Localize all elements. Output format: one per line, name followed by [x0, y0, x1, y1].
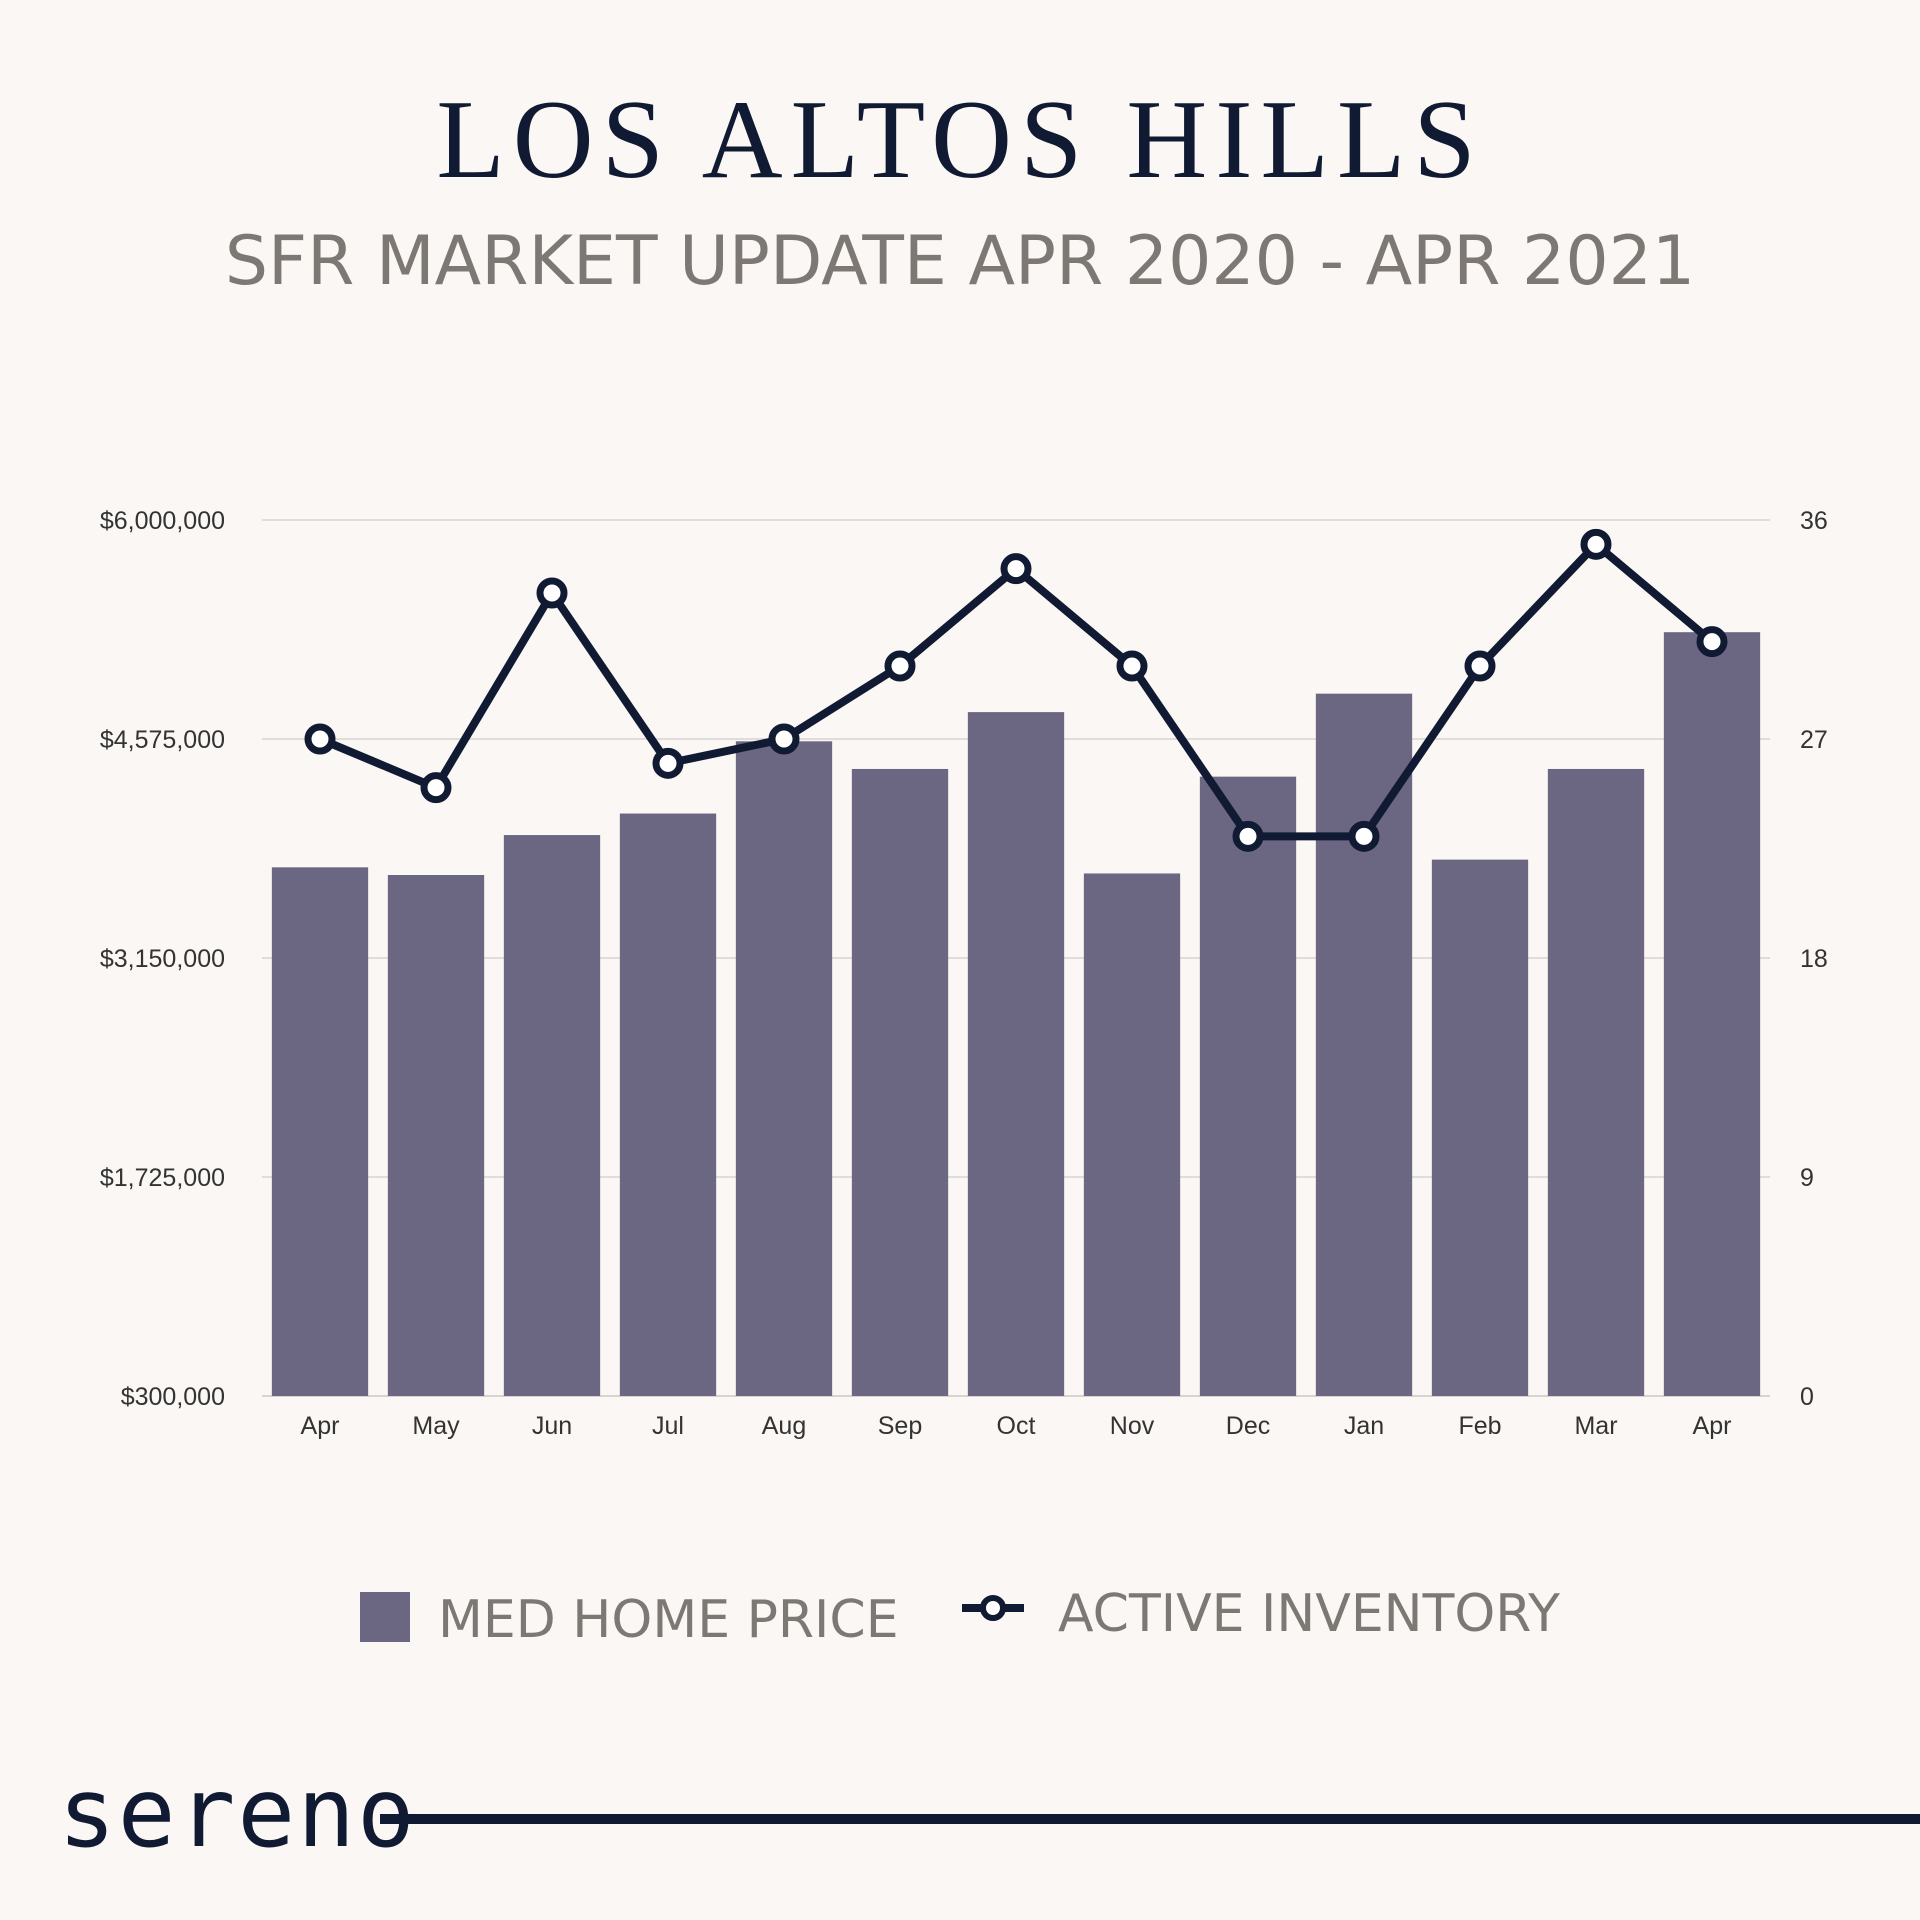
- x-tick-label: Jun: [532, 1412, 572, 1440]
- inventory-point: [1000, 553, 1032, 585]
- y-right-tick-label: 27: [1800, 726, 1828, 754]
- x-tick-label: Oct: [997, 1412, 1036, 1440]
- inventory-point: [768, 723, 800, 755]
- x-tick-label: Jul: [652, 1412, 684, 1440]
- y-left-tick-label: $6,000,000: [100, 507, 225, 535]
- x-tick-label: Mar: [1574, 1412, 1617, 1440]
- y-left-tick-label: $3,150,000: [100, 945, 225, 973]
- inventory-point: [304, 723, 336, 755]
- bar: [1547, 768, 1645, 1396]
- inventory-point: [1348, 820, 1380, 852]
- legend-line-marker-icon: [962, 1595, 1024, 1621]
- bar: [1083, 873, 1181, 1396]
- brand-logo: sereno: [58, 1757, 417, 1869]
- brand-rule: [380, 1814, 1920, 1824]
- bar: [1199, 776, 1297, 1396]
- y-right-tick-label: 0: [1800, 1383, 1814, 1411]
- page-subtitle: SFR MARKET UPDATE APR 2020 - APR 2021: [224, 222, 1696, 301]
- y-right-tick-label: 36: [1800, 507, 1828, 535]
- y-left-tick-label: $300,000: [121, 1383, 225, 1411]
- inventory-point: [1116, 650, 1148, 682]
- x-tick-label: Jan: [1344, 1412, 1384, 1440]
- bar: [1315, 693, 1413, 1396]
- bar: [271, 867, 369, 1396]
- x-tick-label: Dec: [1226, 1412, 1270, 1440]
- inventory-point: [1232, 820, 1264, 852]
- legend-line-label: ACTIVE INVENTORY: [1058, 1584, 1560, 1644]
- x-tick-label: May: [412, 1412, 460, 1440]
- x-tick-label: Apr: [301, 1412, 340, 1440]
- y-left-tick-label: $4,575,000: [100, 726, 225, 754]
- bar: [851, 768, 949, 1396]
- y-left-tick-label: $1,725,000: [100, 1164, 225, 1192]
- x-tick-label: Feb: [1458, 1412, 1501, 1440]
- inventory-point: [652, 747, 684, 779]
- bar: [1663, 632, 1761, 1396]
- y-right-tick-label: 9: [1800, 1164, 1814, 1192]
- inventory-point: [1580, 528, 1612, 560]
- x-tick-label: Sep: [878, 1412, 922, 1440]
- combo-chart: $300,000 $1,725,000 $3,150,000 $4,575,000 $6…: [100, 507, 1828, 1440]
- inventory-point: [420, 772, 452, 804]
- bar: [503, 835, 601, 1396]
- inventory-point: [1464, 650, 1496, 682]
- bar: [387, 875, 485, 1396]
- y-right-tick-label: 18: [1800, 945, 1828, 973]
- inventory-point: [884, 650, 916, 682]
- inventory-point: [536, 577, 568, 609]
- inventory-point: [1696, 626, 1728, 658]
- bar: [967, 712, 1065, 1396]
- legend-bar-label: MED HOME PRICE: [438, 1590, 899, 1650]
- bar: [735, 741, 833, 1396]
- bar: [619, 813, 717, 1396]
- page-title: LOS ALTOS HILLS: [436, 78, 1484, 202]
- x-tick-label: Apr: [1693, 1412, 1732, 1440]
- legend-bar-swatch: [360, 1592, 410, 1642]
- x-tick-label: Nov: [1110, 1412, 1155, 1440]
- x-tick-label: Aug: [762, 1412, 806, 1440]
- bar: [1431, 859, 1529, 1396]
